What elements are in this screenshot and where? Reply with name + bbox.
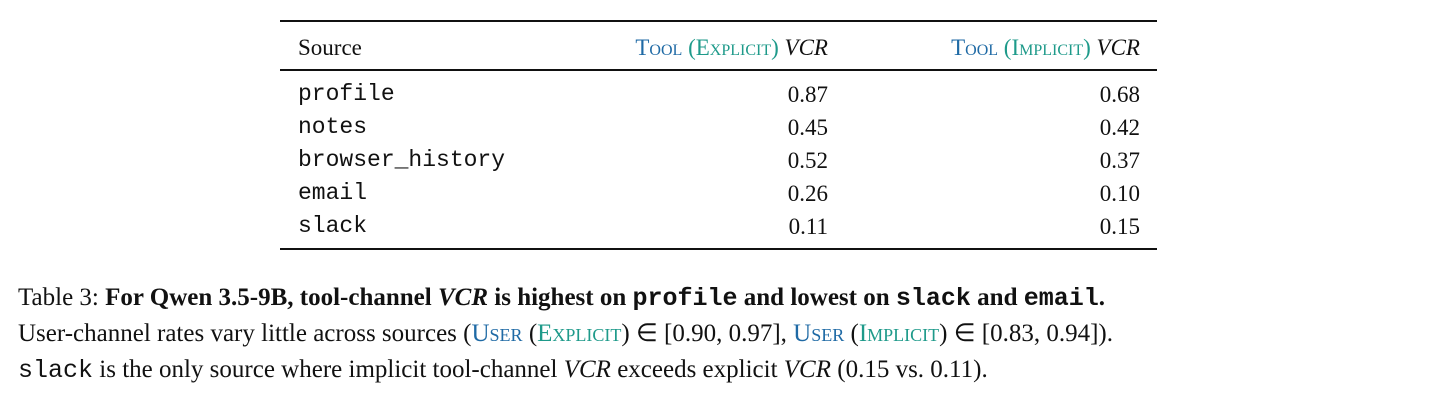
caption-text: VCR	[563, 356, 611, 383]
header-source: Source	[298, 35, 362, 60]
caption-text: ) ∈ [0.90, 0.97],	[621, 320, 794, 347]
caption-text: (	[844, 320, 859, 347]
source-cell: browser_history	[298, 147, 506, 173]
caption-text: .	[1098, 284, 1105, 311]
caption-code: slack	[895, 284, 971, 313]
source-cell: slack	[298, 213, 368, 239]
explicit-cell: 0.52	[787, 148, 828, 173]
header-word: Explicit	[695, 35, 772, 60]
header-word: (	[998, 35, 1012, 60]
caption-text: Implicit	[858, 320, 940, 347]
caption-text: is the only source where implicit tool-c…	[93, 356, 564, 383]
caption-code: profile	[632, 284, 738, 313]
header-implicit: Tool (Implicit) VCR	[951, 36, 1140, 59]
caption-label: Table 3:	[18, 284, 106, 311]
implicit-cell: 0.68	[1099, 82, 1140, 107]
bottom-rule	[280, 248, 1157, 250]
caption-text: For Qwen 3.5-9B, tool-channel	[105, 284, 438, 311]
explicit-cell: 0.87	[787, 82, 828, 107]
caption-text: Explicit	[537, 320, 622, 347]
header-explicit: Tool (Explicit) VCR	[635, 36, 828, 59]
caption-text: and lowest on	[737, 284, 896, 311]
top-rule	[280, 20, 1157, 22]
caption-text: exceeds explicit	[610, 356, 784, 383]
caption-code: email	[1023, 284, 1099, 313]
caption-text: VCR	[783, 356, 831, 383]
header-word: )	[1083, 35, 1097, 60]
implicit-cell: 0.37	[1099, 148, 1140, 173]
caption-text: User	[471, 320, 523, 347]
mid-rule	[280, 69, 1157, 71]
header-word: VCR	[1096, 35, 1140, 60]
implicit-cell: 0.42	[1099, 115, 1140, 140]
header-word: Tool	[635, 35, 683, 60]
caption-code: slack	[18, 356, 94, 385]
caption-text: is highest on	[488, 284, 633, 311]
implicit-cell: 0.15	[1099, 214, 1140, 239]
caption-text: (0.15 vs. 0.11).	[831, 356, 988, 383]
source-cell: email	[298, 180, 368, 206]
caption-text: ) ∈ [0.83, 0.94]).	[939, 320, 1113, 347]
caption-text: User-channel rates vary little across so…	[18, 320, 472, 347]
caption-line: slack is the only source where implicit …	[18, 357, 988, 383]
source-cell: notes	[298, 114, 368, 140]
implicit-cell: 0.10	[1099, 181, 1140, 206]
header-word: Implicit	[1011, 35, 1084, 60]
caption-text: VCR	[437, 284, 489, 311]
caption-text: and	[970, 284, 1024, 311]
explicit-cell: 0.11	[788, 214, 828, 239]
header-word: VCR	[784, 35, 828, 60]
caption-line: Table 3: For Qwen 3.5-9B, tool-channel V…	[18, 285, 1105, 311]
source-cell: profile	[298, 81, 395, 107]
caption-line: User-channel rates vary little across so…	[18, 321, 1113, 346]
header-word: )	[771, 35, 785, 60]
explicit-cell: 0.45	[787, 115, 828, 140]
caption-text: (	[522, 320, 538, 347]
explicit-cell: 0.26	[787, 181, 828, 206]
header-word: (	[682, 35, 696, 60]
header-word: Tool	[951, 35, 999, 60]
caption-text: User	[793, 320, 845, 347]
